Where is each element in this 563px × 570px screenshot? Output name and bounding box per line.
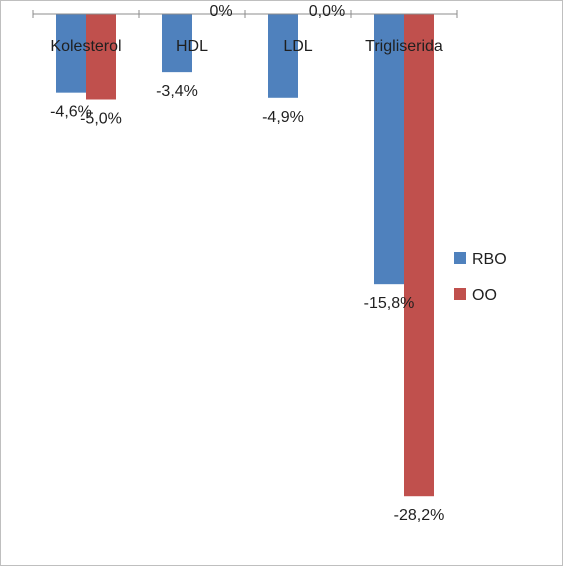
category-label-trigliserida: Trigliserida [365, 38, 443, 55]
labels-layer: -4,6%-5,0% Kolesterol -3,4% 0% HDL -4,9% 0,0% L… [50, 3, 444, 524]
data-label-rbo-kolesterol: -4,6% [50, 104, 92, 121]
bar-rbo-trigliserida [374, 14, 404, 285]
x-axis [32, 10, 458, 18]
data-label-oo-ldl: 0,0% [309, 3, 345, 20]
data-label-oo-kolesterol: -5,0% [80, 111, 122, 128]
bar-oo-kolesterol [86, 14, 116, 100]
data-label-rbo-trigliserida: -15,8% [364, 295, 415, 312]
data-label-oo-trigliserida: -28,2% [394, 507, 445, 524]
legend-label-rbo: RBO [472, 251, 507, 268]
legend-swatch-rbo [454, 252, 466, 264]
data-label-oo-hdl: 0% [209, 3, 232, 20]
data-label-rbo-ldl: -4,9% [262, 109, 304, 126]
bar-rbo-kolesterol [56, 14, 86, 93]
category-label-ldl: LDL [283, 38, 312, 55]
legend-label-oo: OO [472, 287, 497, 304]
legend: RBO OO [454, 251, 507, 304]
legend-swatch-oo [454, 288, 466, 300]
bar-oo-trigliserida [404, 14, 434, 497]
bar-rbo-hdl [162, 14, 192, 73]
bars-layer [56, 14, 434, 497]
category-label-kolesterol: Kolesterol [50, 38, 121, 55]
data-label-rbo-hdl: -3,4% [156, 83, 198, 100]
bar-rbo-ldl [268, 14, 298, 98]
category-label-hdl: HDL [176, 38, 208, 55]
